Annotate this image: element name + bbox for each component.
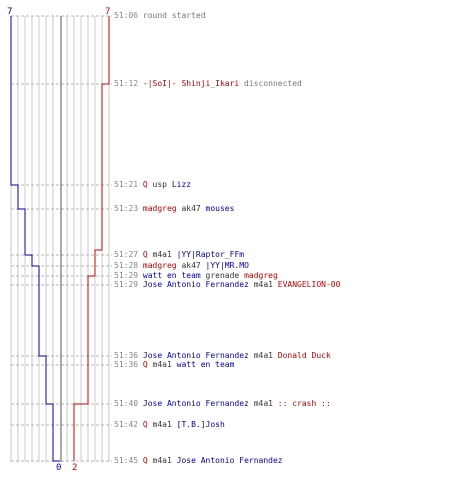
t-start-count: 7 (105, 7, 110, 17)
ct-alive-line (10, 16, 60, 462)
event-row: 51:12 -|SoI|- Shinji_Ikari disconnected (114, 79, 302, 89)
event-note: round started (142, 11, 206, 20)
weapon-label: m4a1 (248, 399, 278, 408)
ct-end-count: 0 (56, 463, 61, 473)
ct-player-name: watt en team (142, 271, 201, 280)
event-row: 51:21 Q usp Lizz (114, 180, 191, 190)
t-player-name: Q (142, 420, 148, 429)
event-row: 51:45 Q m4a1 Jose Antonio Fernandez (114, 456, 283, 466)
weapon-label: ak47 (176, 261, 206, 270)
ct-player-name: Jose Antonio Fernandez (142, 399, 249, 408)
event-row: 51:27 Q m4a1 |YY|Raptor_FFm (114, 250, 244, 260)
event-time: 51:06 (114, 11, 143, 20)
event-time: 51:29 (114, 280, 143, 289)
event-row: 51:28 madgreg ak47 |YY|MR.MO (114, 261, 249, 271)
t-player-name: Q (142, 180, 148, 189)
event-time: 51:29 (114, 271, 143, 280)
t-player-name: EVANGELION-00 (277, 280, 341, 289)
weapon-label: m4a1 (147, 420, 177, 429)
event-row: 51:23 madgreg ak47 mouses (114, 204, 234, 214)
event-time: 51:21 (114, 180, 143, 189)
event-time: 51:40 (114, 399, 143, 408)
event-time: 51:45 (114, 456, 143, 465)
event-time: 51:42 (114, 420, 143, 429)
weapon-label: m4a1 (248, 351, 278, 360)
weapon-label: usp (147, 180, 172, 189)
graph-grid (10, 16, 110, 462)
event-note: disconnected (239, 79, 302, 88)
event-row: 51:29 watt en team grenade madgreg (114, 271, 278, 281)
event-row: 51:36 Jose Antonio Fernandez m4a1 Donald… (114, 351, 331, 361)
event-time: 51:23 (114, 204, 143, 213)
ct-player-name: Jose Antonio Fernandez (142, 280, 249, 289)
ct-player-name: Jose Antonio Fernandez (142, 351, 249, 360)
event-time: 51:36 (114, 351, 143, 360)
ct-player-name: |YY|MR.MO (205, 261, 249, 270)
event-row: 51:42 Q m4a1 [T.B.]Josh (114, 420, 225, 430)
ct-player-name: mouses (205, 204, 235, 213)
event-time: 51:12 (114, 79, 143, 88)
t-player-name: madgreg (142, 261, 177, 270)
t-alive-line (73, 16, 110, 461)
t-player-name: -|SoI|- Shinji_Ikari (142, 79, 240, 88)
t-player-name: madgreg (244, 271, 278, 280)
weapon-label: m4a1 (147, 456, 177, 465)
event-time: 51:28 (114, 261, 143, 270)
ct-player-name: watt en team (176, 360, 235, 369)
event-time: 51:36 (114, 360, 143, 369)
ct-player-name: Jose Antonio Fernandez (176, 456, 283, 465)
ct-start-count: 7 (7, 7, 12, 17)
weapon-label: ak47 (176, 204, 206, 213)
ct-player-name: |YY|Raptor_FFm (176, 250, 245, 259)
event-row: 51:36 Q m4a1 watt en team (114, 360, 234, 370)
t-player-name: Q (142, 360, 148, 369)
t-player-name: :: crash :: (277, 399, 331, 408)
weapon-label: m4a1 (147, 250, 177, 259)
t-player-name: Q (142, 250, 148, 259)
event-row: 51:40 Jose Antonio Fernandez m4a1 :: cra… (114, 399, 331, 409)
t-player-name: madgreg (142, 204, 177, 213)
t-player-name: Donald Duck (277, 351, 331, 360)
weapon-label: m4a1 (147, 360, 177, 369)
weapon-label: grenade (200, 271, 245, 280)
event-row: 51:06 round started (114, 11, 206, 21)
t-end-count: 2 (72, 463, 77, 473)
t-player-name: Q (142, 456, 148, 465)
weapon-label: m4a1 (248, 280, 278, 289)
ct-player-name: [T.B.]Josh (176, 420, 225, 429)
event-time: 51:27 (114, 250, 143, 259)
ct-player-name: Lizz (171, 180, 192, 189)
event-row: 51:29 Jose Antonio Fernandez m4a1 EVANGE… (114, 280, 340, 290)
